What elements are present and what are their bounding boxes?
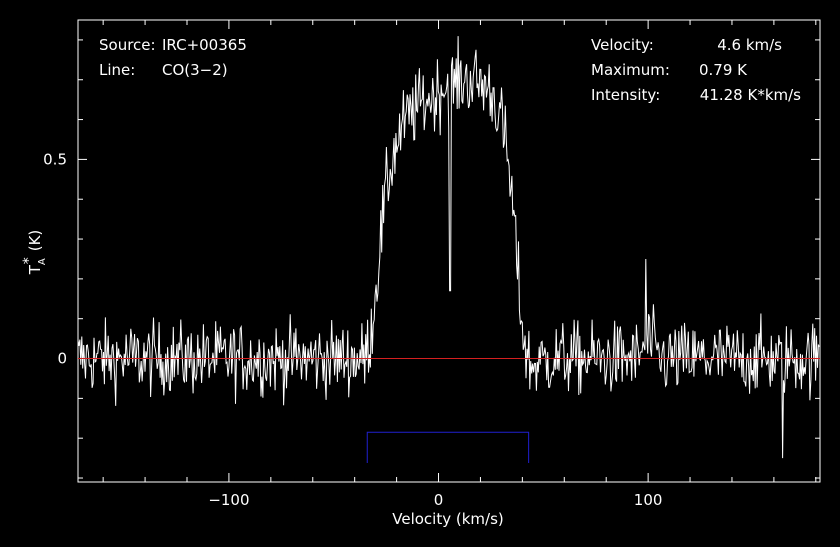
x-tick-label: 0 — [434, 491, 444, 509]
spectrum-line — [77, 36, 820, 459]
velocity-key: Velocity: — [591, 36, 654, 54]
info-left: Source: IRC+00365 Line: CO(3−2) — [99, 36, 247, 79]
y-axis-label-sub: A — [37, 258, 48, 265]
y-axis-label: TA* (K) — [21, 230, 48, 276]
info-right: Velocity: 4.6 km/s Maximum: 0.79 K Inten… — [591, 36, 801, 104]
line-value: CO(3−2) — [162, 61, 228, 79]
intensity-key: Intensity: — [591, 86, 660, 104]
x-tick-label: 100 — [634, 491, 663, 509]
velocity-value: 4.6 km/s — [717, 36, 782, 54]
svg-text:TA*(K): TA* (K) — [21, 230, 48, 276]
maximum-value: 0.79 K — [699, 61, 748, 79]
y-axis-label-unit: (K) — [26, 230, 44, 252]
plot-frame — [77, 19, 821, 483]
y-tick-label: 0.5 — [43, 150, 67, 168]
x-tick-label: −100 — [208, 491, 249, 509]
source-key: Source: — [99, 36, 156, 54]
intensity-value: 41.28 K*km/s — [700, 86, 801, 104]
y-axis-label-sup: * — [21, 257, 37, 264]
line-key: Line: — [99, 61, 135, 79]
source-value: IRC+00365 — [162, 36, 247, 54]
x-axis-label: Velocity (km/s) — [392, 510, 503, 528]
axis-tick-labels: −100 0 100 0 0.5 — [43, 150, 662, 509]
maximum-key: Maximum: — [591, 61, 670, 79]
y-tick-label: 0 — [57, 350, 67, 368]
y-axis-label-main: T — [26, 264, 44, 275]
integration-window — [366, 431, 530, 463]
